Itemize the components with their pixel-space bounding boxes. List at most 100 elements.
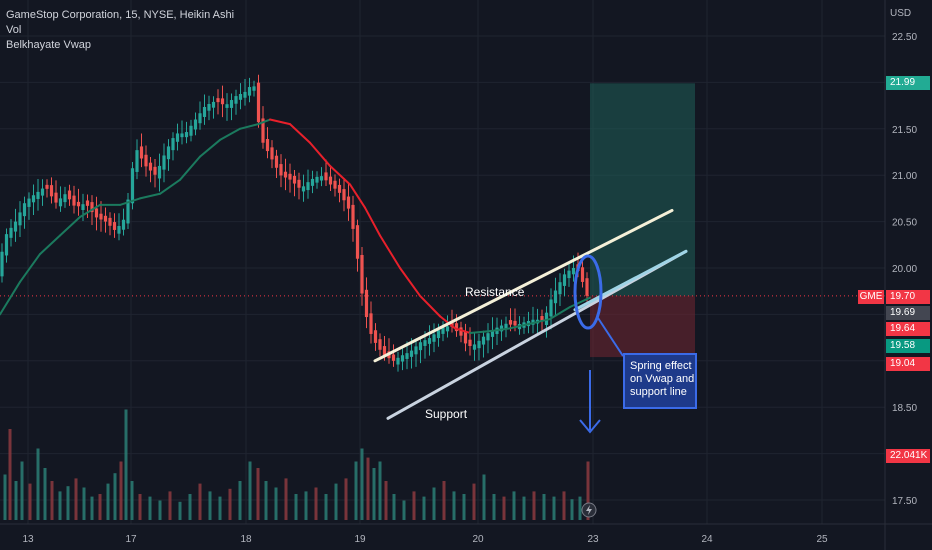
vwap-segment [59, 215, 81, 237]
annotation-marks [573, 254, 624, 518]
indicator-label[interactable]: Belkhayate Vwap [6, 39, 91, 51]
candle-body [549, 299, 553, 317]
candle-body [486, 333, 490, 341]
candle-body [396, 357, 400, 365]
candle-body [382, 346, 387, 355]
symbol-line[interactable]: GameStop Corporation, 15, NYSE, Heikin A… [6, 9, 235, 21]
candle-body [13, 221, 18, 232]
candle-body [90, 202, 94, 213]
candle-body [220, 98, 225, 105]
volume-bar [82, 487, 86, 520]
candle-body [229, 100, 234, 108]
candle-body [279, 164, 283, 176]
candle-body [364, 289, 369, 318]
candle-body [247, 87, 252, 96]
candle-body [234, 96, 238, 104]
x-tick-label: 24 [701, 534, 713, 545]
volume-bar [422, 496, 426, 520]
y-tick-label: 20.00 [892, 264, 917, 275]
x-tick-label: 25 [816, 534, 828, 545]
vwap-segment [439, 315, 456, 330]
volume-bar [20, 461, 24, 520]
x-tick-label: 23 [587, 534, 599, 545]
volume-bar [36, 448, 40, 520]
price-tag: 19.58 [886, 339, 930, 353]
candle-body [189, 125, 193, 136]
vwap-segment [219, 127, 241, 141]
vwap-segment [349, 183, 366, 209]
volume-bar [402, 500, 406, 520]
note-line-2: on Vwap and [630, 373, 695, 385]
candle-body [270, 147, 274, 160]
volume-bar [304, 491, 308, 520]
candle-body [513, 320, 517, 326]
x-tick-label: 18 [240, 534, 252, 545]
volume-bar [384, 481, 388, 520]
candle-body [540, 316, 544, 322]
candle-body [324, 172, 328, 181]
price-tag: 19.04 [886, 357, 930, 371]
candle-body [54, 192, 58, 203]
y-tick-label: 18.50 [892, 403, 917, 414]
spring-effect-note[interactable]: Spring effect on Vwap and support line [623, 353, 697, 409]
volume-bar [442, 481, 446, 520]
spring-ellipse [573, 254, 603, 330]
volume-bar [324, 494, 328, 520]
candle-body [292, 175, 297, 184]
candle-body [274, 155, 279, 168]
volume-bar [130, 481, 134, 520]
candle-body [261, 118, 265, 143]
vwap-segment [239, 123, 259, 130]
volume-bar [106, 483, 110, 520]
candle-body [391, 354, 396, 361]
candle-body [49, 185, 54, 197]
volume-bar [43, 468, 47, 520]
volume-bar [66, 486, 70, 520]
price-tag: 21.99 [886, 76, 930, 91]
currency-label: USD [890, 8, 912, 19]
volume-bar [113, 473, 117, 520]
candle-body [22, 203, 27, 217]
x-tick-label: 13 [22, 534, 34, 545]
note-line-1: Spring effect [630, 360, 692, 372]
candle-body [67, 190, 72, 200]
price-tag: 19.64 [886, 322, 930, 336]
volume-bar [188, 494, 192, 520]
support-label: Support [425, 407, 468, 421]
candle-body [0, 251, 4, 277]
candle-body [198, 113, 202, 124]
candle-body [414, 346, 418, 355]
candle-body [585, 278, 589, 296]
volume-bar [228, 488, 232, 520]
price-tag: 19.70 [886, 290, 930, 304]
volume-bar [392, 494, 396, 520]
candle-body [333, 180, 337, 189]
candle-body [342, 189, 346, 201]
vwap-segment [289, 123, 311, 144]
volume-bar [264, 481, 268, 520]
vwap-segment [549, 305, 571, 321]
price-tag: 19.69 [886, 306, 930, 320]
vol-label[interactable]: Vol [6, 24, 22, 36]
vwap-segment [364, 206, 381, 237]
candle-body [328, 176, 333, 185]
x-tick-label: 19 [354, 534, 366, 545]
vwap-segment [469, 330, 491, 334]
lightning-glyph [586, 505, 592, 515]
vwap-segment [509, 322, 531, 330]
vwap-segment [529, 318, 551, 325]
volume-bars [3, 409, 590, 520]
candle-body [558, 282, 562, 295]
y-tick-label: 17.50 [892, 496, 917, 507]
candle-body [117, 226, 121, 234]
candle-body [369, 313, 373, 334]
vwap-segment [269, 118, 291, 126]
loss-zone [590, 295, 695, 358]
vwap-segment [454, 327, 471, 334]
volume-bar [158, 500, 162, 520]
volume-bar [366, 457, 370, 520]
candle-body [207, 103, 211, 111]
candle-body [148, 162, 153, 171]
candle-body [63, 194, 67, 203]
